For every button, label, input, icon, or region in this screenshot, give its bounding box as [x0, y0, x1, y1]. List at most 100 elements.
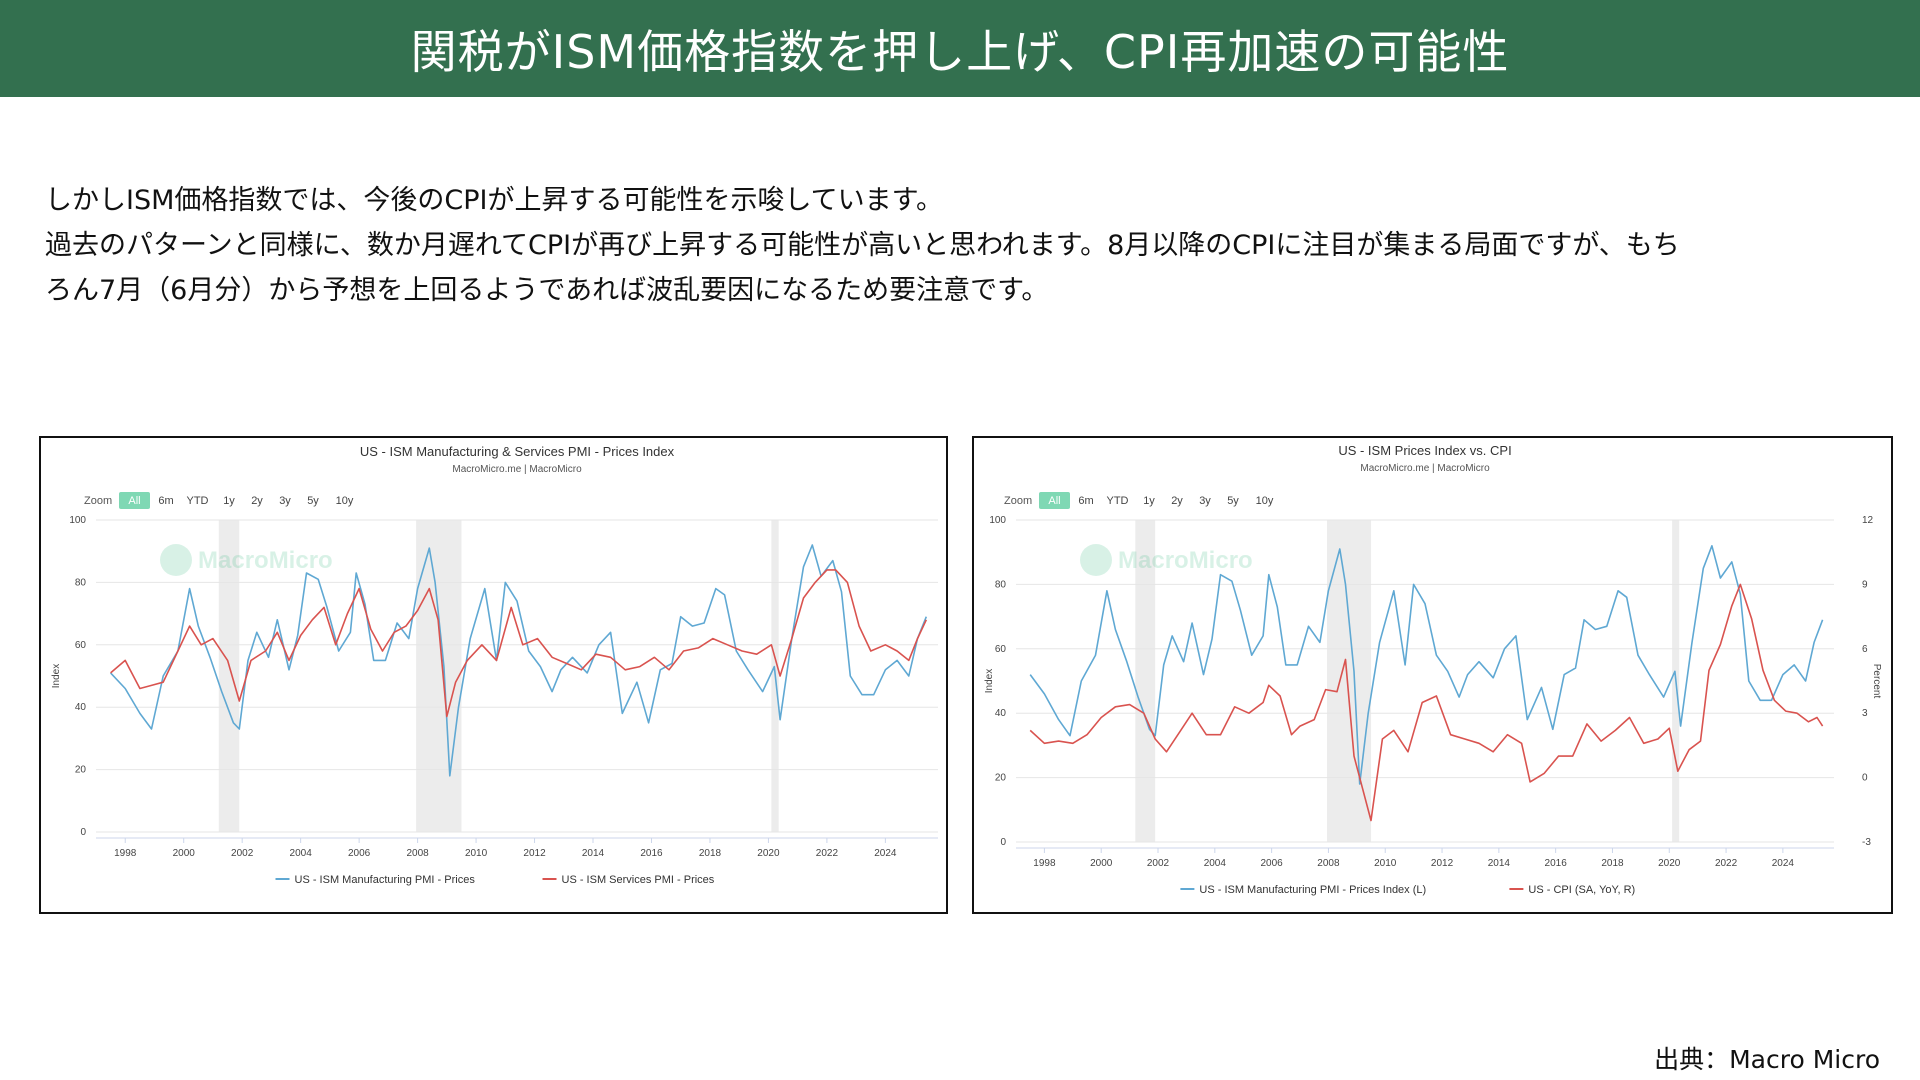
zoom-button-label: YTD — [187, 495, 209, 507]
zoom-label: Zoom — [1004, 495, 1032, 507]
zoom-button-10y[interactable]: 10y — [336, 495, 354, 507]
zoom-button-all[interactable]: All — [119, 492, 150, 509]
chart-title: US - ISM Manufacturing & Services PMI - … — [360, 444, 675, 459]
y-tick-label: 40 — [995, 708, 1007, 719]
body-line-1: しかしISM価格指数では、今後のCPIが上昇する可能性を示唆しています。 — [45, 185, 943, 216]
body-line-2: 過去のパターンと同様に、数か月遅れてCPIが再び上昇する可能性が高いと思われます… — [45, 230, 1680, 261]
legend-label: US - ISM Manufacturing PMI - Prices — [295, 874, 476, 886]
y2-tick-label: -3 — [1862, 837, 1871, 848]
zoom-button-label: 10y — [336, 495, 354, 507]
zoom-button-bg — [119, 492, 150, 509]
zoom-button-label: 5y — [1227, 495, 1239, 507]
zoom-button-3y[interactable]: 3y — [1199, 495, 1211, 507]
zoom-button-label: 1y — [223, 495, 235, 507]
legend-label: US - CPI (SA, YoY, R) — [1528, 884, 1635, 896]
legend-item-1[interactable]: US - CPI (SA, YoY, R) — [1509, 884, 1635, 896]
zoom-button-5y[interactable]: 5y — [307, 495, 319, 507]
zoom-button-label: YTD — [1107, 495, 1129, 507]
x-tick-label: 2006 — [348, 848, 371, 859]
body-text: しかしISM価格指数では、今後のCPIが上昇する可能性を示唆しています。 過去の… — [45, 178, 1885, 313]
recession-band-0 — [1135, 520, 1156, 842]
y-tick-label: 40 — [75, 702, 87, 713]
y-tick-label: 20 — [75, 765, 87, 776]
y-tick-label: 100 — [989, 515, 1006, 526]
x-tick-label: 2010 — [465, 848, 488, 859]
x-tick-label: 2008 — [1317, 858, 1340, 869]
y-tick-label: 80 — [995, 579, 1007, 590]
y2-axis-label: Percent — [1871, 664, 1882, 699]
zoom-button-2y[interactable]: 2y — [251, 495, 263, 507]
y-tick-label: 0 — [1000, 837, 1006, 848]
x-tick-label: 2020 — [1658, 858, 1681, 869]
x-tick-label: 2022 — [1715, 858, 1738, 869]
y-tick-label: 0 — [80, 827, 86, 838]
zoom-button-6m[interactable]: 6m — [158, 495, 173, 507]
watermark-logo: MacroMicro — [1080, 544, 1253, 576]
series-line-0 — [1029, 545, 1824, 785]
page-title: 関税がISM価格指数を押し上げ、CPI再加速の可能性 — [410, 24, 1510, 79]
chart-subtitle: MacroMicro.me | MacroMicro — [1360, 463, 1490, 474]
zoom-button-label: All — [128, 495, 140, 507]
y2-tick-label: 0 — [1862, 773, 1868, 784]
x-tick-label: 2010 — [1374, 858, 1397, 869]
legend-label: US - ISM Services PMI - Prices — [562, 874, 715, 886]
zoom-button-label: 3y — [1199, 495, 1211, 507]
zoom-button-1y[interactable]: 1y — [223, 495, 235, 507]
series-line-0 — [110, 544, 928, 777]
chart-panel-ism-vs-cpi: US - ISM Prices Index vs. CPI MacroMicro.… — [972, 436, 1893, 914]
x-tick-label: 2020 — [757, 848, 780, 859]
y2-tick-label: 12 — [1862, 515, 1874, 526]
x-tick-label: 2016 — [640, 848, 663, 859]
zoom-button-1y[interactable]: 1y — [1143, 495, 1155, 507]
watermark-text: MacroMicro — [1118, 547, 1253, 574]
x-tick-label: 2012 — [1431, 858, 1454, 869]
zoom-button-ytd[interactable]: YTD — [187, 495, 209, 507]
zoom-button-label: 6m — [158, 495, 173, 507]
zoom-button-6m[interactable]: 6m — [1078, 495, 1093, 507]
watermark-text: MacroMicro — [198, 547, 333, 574]
zoom-button-3y[interactable]: 3y — [279, 495, 291, 507]
zoom-button-ytd[interactable]: YTD — [1107, 495, 1129, 507]
x-tick-label: 2002 — [1147, 858, 1170, 869]
watermark-icon — [160, 544, 192, 576]
zoom-button-label: 6m — [1078, 495, 1093, 507]
x-tick-label: 2000 — [173, 848, 196, 859]
zoom-button-label: 3y — [279, 495, 291, 507]
x-tick-label: 2024 — [874, 848, 897, 859]
chart-panel-ism-prices: US - ISM Manufacturing & Services PMI - … — [39, 436, 948, 914]
x-tick-label: 2012 — [523, 848, 546, 859]
x-tick-label: 2024 — [1772, 858, 1795, 869]
legend-item-0[interactable]: US - ISM Manufacturing PMI - Prices Inde… — [1180, 884, 1426, 896]
zoom-button-5y[interactable]: 5y — [1227, 495, 1239, 507]
x-tick-label: 2006 — [1261, 858, 1284, 869]
x-tick-label: 2000 — [1090, 858, 1113, 869]
page-header: 関税がISM価格指数を押し上げ、CPI再加速の可能性 — [0, 0, 1920, 97]
y-tick-label: 20 — [995, 773, 1007, 784]
zoom-button-label: 10y — [1256, 495, 1274, 507]
y2-tick-label: 6 — [1862, 644, 1868, 655]
series-line-1 — [110, 569, 928, 718]
zoom-button-label: 2y — [1171, 495, 1183, 507]
zoom-button-label: 1y — [1143, 495, 1155, 507]
y-axis-label: Index — [984, 669, 995, 693]
recession-band-1 — [416, 520, 462, 832]
recession-band-0 — [218, 520, 240, 832]
x-tick-label: 2022 — [816, 848, 839, 859]
chart-ism-prices-svg: US - ISM Manufacturing & Services PMI - … — [51, 444, 938, 886]
legend-item-1[interactable]: US - ISM Services PMI - Prices — [542, 874, 715, 886]
x-tick-label: 2014 — [582, 848, 605, 859]
zoom-button-label: 2y — [251, 495, 263, 507]
zoom-button-2y[interactable]: 2y — [1171, 495, 1183, 507]
x-tick-label: 2004 — [290, 848, 313, 859]
zoom-button-all[interactable]: All — [1039, 492, 1070, 509]
x-tick-label: 2016 — [1545, 858, 1568, 869]
x-tick-label: 2018 — [699, 848, 722, 859]
y-tick-label: 60 — [995, 644, 1007, 655]
legend-item-0[interactable]: US - ISM Manufacturing PMI - Prices — [275, 874, 476, 886]
zoom-button-10y[interactable]: 10y — [1256, 495, 1274, 507]
chart-ism-vs-cpi-svg: US - ISM Prices Index vs. CPI MacroMicro.… — [984, 443, 1882, 896]
source-credit: 出典：Macro Micro — [1654, 1045, 1880, 1074]
x-tick-label: 2014 — [1488, 858, 1511, 869]
y2-tick-label: 9 — [1862, 579, 1868, 590]
chart-title: US - ISM Prices Index vs. CPI — [1338, 443, 1511, 458]
